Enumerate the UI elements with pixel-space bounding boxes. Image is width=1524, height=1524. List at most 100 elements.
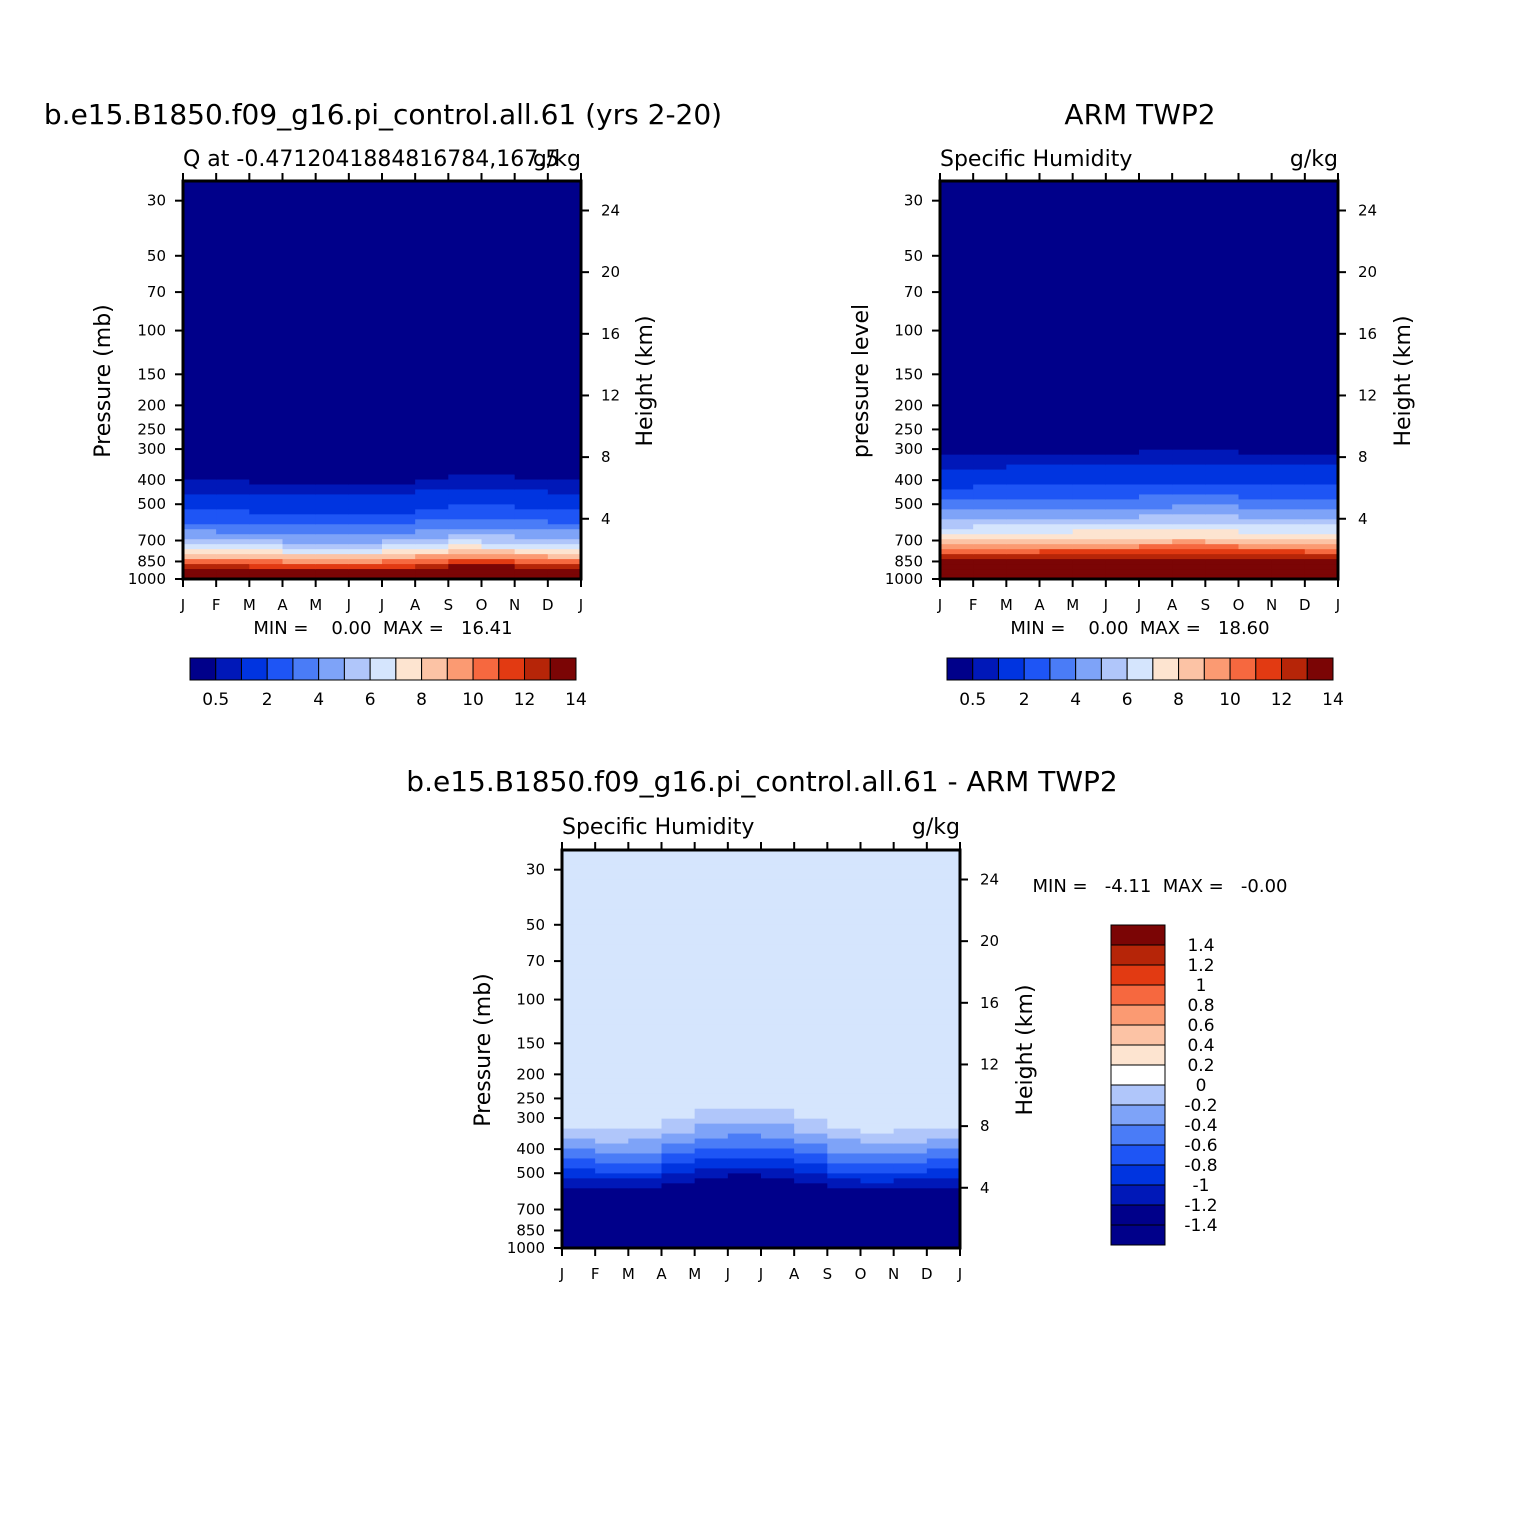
contour-cell (1139, 265, 1173, 272)
contour-cell (183, 494, 217, 500)
contour-cell (595, 1183, 629, 1189)
contour-cell (1105, 335, 1140, 341)
contour-cell (547, 270, 582, 277)
contour-cell (249, 365, 284, 371)
contour-cell (661, 1034, 696, 1040)
contour-cell (860, 1014, 895, 1020)
contour-cell (315, 285, 350, 292)
contour-cell (249, 419, 284, 426)
contour-cell (893, 964, 928, 970)
contour-cell (562, 1014, 596, 1020)
contour-cell (415, 404, 449, 411)
contour-cell (727, 1068, 762, 1075)
contour-cell (893, 1133, 928, 1140)
contour-cell (249, 260, 284, 267)
contour-cell (514, 474, 549, 481)
contour-cell (940, 285, 974, 292)
contour-cell (628, 939, 663, 946)
contour-cell (727, 859, 762, 866)
contour-cell (860, 1123, 895, 1130)
contour-cell (547, 310, 582, 316)
contour-cell (973, 419, 1007, 426)
contour-cell (1072, 419, 1107, 426)
contour-cell (183, 479, 217, 486)
contour-cell (514, 315, 549, 321)
contour-cell (1139, 449, 1173, 456)
contour-cell (1205, 325, 1240, 331)
contour-cell (1039, 355, 1074, 361)
contour-cell (940, 380, 974, 386)
contour-cell (1006, 200, 1041, 207)
contour-cell (415, 330, 449, 336)
contour-cell (481, 195, 516, 202)
contour-cell (595, 1053, 629, 1060)
contour-cell (973, 280, 1007, 287)
contour-cell (1072, 429, 1107, 436)
contour-cell (827, 1009, 862, 1015)
contour-cell (860, 1243, 895, 1249)
contour-cell (1039, 414, 1074, 421)
contour-cell (348, 285, 383, 292)
contour-cell (694, 964, 729, 970)
contour-cell (860, 1044, 895, 1050)
min-max-text: MIN = -4.11 MAX = -0.00 (1032, 876, 1287, 897)
contour-cell (1105, 330, 1140, 336)
contour-cell (595, 1044, 629, 1050)
contour-cell (1238, 454, 1273, 461)
contour-cell (514, 270, 549, 277)
contour-cell (661, 1183, 696, 1189)
contour-cell (216, 529, 250, 535)
contour-cell (926, 1014, 961, 1020)
contour-cell (183, 295, 217, 301)
contour-cell (448, 434, 483, 441)
contour-cell (315, 305, 350, 311)
contour-cell (282, 280, 317, 287)
contour-cell (628, 1238, 663, 1244)
contour-cell (282, 464, 317, 471)
contour-cell (514, 464, 549, 471)
x-tick-label: F (591, 1265, 600, 1283)
contour-cell (940, 519, 974, 525)
contour-cell (183, 215, 217, 222)
contour-cell (940, 200, 974, 207)
contour-cell (1072, 539, 1107, 545)
colorbar-label: -1.2 (1184, 1196, 1217, 1216)
contour-cell (973, 335, 1007, 341)
contour-cell (1172, 285, 1206, 292)
y-right-tick-label: 4 (980, 1179, 990, 1197)
contour-cell (1172, 384, 1206, 391)
contour-cell (562, 1053, 596, 1060)
contour-cell (973, 230, 1007, 237)
contour-cell (1105, 574, 1140, 580)
contour-cell (1271, 454, 1306, 461)
contour-cell (315, 414, 350, 421)
contour-cell (661, 1039, 696, 1045)
contour-cell (1039, 375, 1074, 381)
contour-cell (1205, 549, 1240, 555)
contour-cell (761, 904, 795, 911)
contour-cell (1006, 190, 1041, 197)
contour-cell (562, 1183, 596, 1189)
contour-cell (827, 1128, 862, 1135)
y-tick-label: 70 (904, 283, 923, 301)
contour-cell (448, 240, 483, 247)
contour-cell (940, 409, 974, 416)
contour-cell (348, 504, 383, 510)
contour-cell (694, 1193, 729, 1199)
contour-cell (415, 389, 449, 396)
contour-cell (628, 1039, 663, 1045)
contour-cell (628, 1208, 663, 1214)
contour-cell (547, 414, 582, 421)
contour-cell (860, 974, 895, 980)
contour-cell (1105, 215, 1140, 222)
contour-cell (1139, 350, 1173, 356)
x-tick-label: A (789, 1265, 800, 1283)
contour-cell (1304, 534, 1339, 540)
contour-cell (481, 205, 516, 212)
contour-cell (348, 524, 383, 530)
contour-cell (1238, 529, 1273, 535)
contour-cell (827, 1223, 862, 1229)
contour-cell (1039, 429, 1074, 436)
contour-cell (973, 225, 1007, 232)
contour-cell (1172, 479, 1206, 486)
